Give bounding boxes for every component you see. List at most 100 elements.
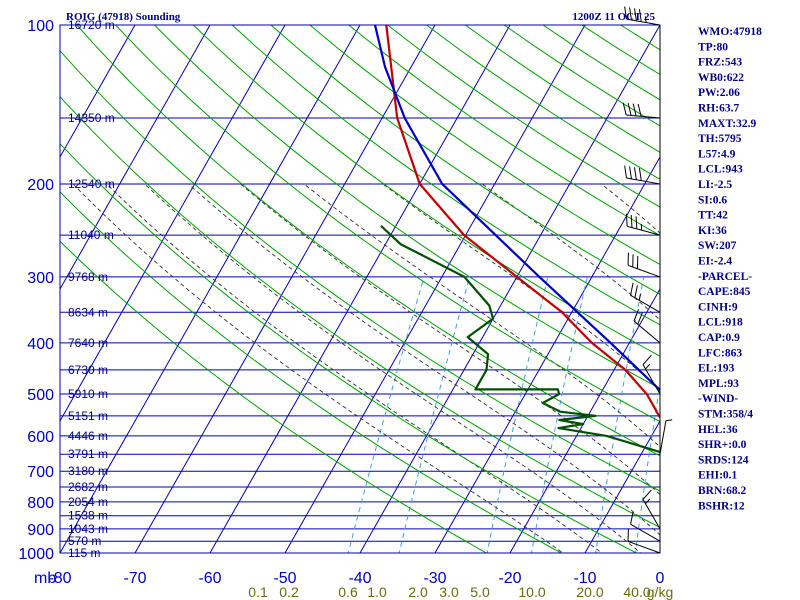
index-line: -WIND-: [698, 393, 738, 405]
isotherm--80: [60, 25, 361, 553]
wind-barb-650: [659, 419, 673, 455]
index-line: HEL:36: [698, 424, 738, 436]
height-label: 7640 m: [68, 336, 108, 350]
dry-adiabat-270: [60, 142, 638, 553]
pressure-label-200: 200: [27, 177, 54, 194]
index-line: CAPE:845: [698, 286, 751, 298]
moist-adiabat-15: [303, 183, 660, 448]
parcel-profile: [373, 25, 660, 392]
index-line: SRDS:124: [698, 454, 749, 466]
pressure-label-500: 500: [27, 387, 54, 404]
temperature-axis-labels: mb-80 -70 -60 -50 -40 -30 -20 -10 0: [34, 570, 665, 587]
index-line: -PARCEL-: [698, 271, 752, 283]
index-line: EHI:0.1: [698, 470, 738, 482]
temp-label--50: -50: [273, 570, 296, 587]
moist-adiabat--10: [72, 183, 564, 553]
mixing-ratio-3: [634, 382, 660, 553]
height-label: 9768 m: [68, 270, 108, 284]
station-title: ROIG (47918) Sounding: [66, 11, 181, 23]
pressure-label-400: 400: [27, 336, 54, 353]
isotherm--10: [584, 419, 660, 553]
height-label: 8634 m: [68, 305, 108, 319]
isotherm--110: [60, 25, 136, 159]
height-label: 2682 m: [68, 480, 108, 494]
wind-barb-1000: [627, 528, 661, 554]
mixing-ratio-label-2.0: 2.0: [408, 584, 428, 600]
mixing-ratio-label-0.6: 0.6: [338, 584, 358, 600]
dry-adiabat-330: [192, 25, 660, 357]
mixing-ratio-1: [530, 276, 588, 553]
mixing-ratio-label-10.0: 10.0: [518, 584, 545, 600]
height-label: 14350 m: [68, 111, 115, 125]
pressure-label-100: 100: [27, 18, 54, 35]
index-line: FRZ:543: [698, 57, 742, 69]
mixing-ratio-label-g/kg: g/kg: [647, 584, 673, 600]
temp-label-0: 0: [656, 570, 665, 587]
height-label: 1043 m: [68, 522, 108, 536]
dry-adiabat-250: [60, 240, 488, 553]
wind-barb-column: [622, 6, 673, 554]
wind-barb-400: [633, 309, 661, 344]
index-line: SHR+:0.0: [698, 439, 747, 451]
mixing-ratio-0.6: [486, 276, 549, 553]
height-labels: 16720 m 14350 m 12540 m 11040 m 9768 m 8634 m…: [68, 18, 115, 560]
isotherm--40: [359, 25, 660, 553]
pressure-label-800: 800: [27, 495, 54, 512]
height-label: 4446 m: [68, 429, 108, 443]
y-unit-label: mb: [34, 570, 56, 587]
dry-adiabat-310: [115, 25, 660, 423]
index-line: LI:-2.5: [698, 179, 732, 191]
temp-label--10: -10: [573, 570, 596, 587]
sounding-time: 1200Z 11 OCT 25: [572, 11, 655, 23]
index-line: MAXT:32.9: [698, 118, 756, 130]
moist-adiabat--5: [106, 183, 603, 553]
index-line: SI:0.6: [698, 194, 727, 206]
moist-adiabat-25: [481, 183, 660, 321]
pressure-label-900: 900: [27, 522, 54, 539]
mixing-ratio-label-3.0: 3.0: [439, 584, 459, 600]
moist-adiabat-0: [144, 183, 642, 553]
mixing-ratio-0.2: [398, 276, 471, 553]
index-line: BRN:68.2: [698, 485, 746, 497]
mixing-ratio-label-1.0: 1.0: [367, 584, 387, 600]
height-label: 2054 m: [68, 495, 108, 509]
index-line: TH:5795: [698, 133, 742, 145]
height-label: 5910 m: [68, 387, 108, 401]
index-line: TT:42: [698, 210, 728, 222]
temp-label--20: -20: [498, 570, 521, 587]
mixing-ratio-label-40.0: 40.0: [623, 584, 650, 600]
mixing-ratio-label-5.0: 5.0: [470, 584, 490, 600]
index-line: TP:80: [698, 41, 728, 53]
height-label: 1538 m: [68, 509, 108, 523]
wind-barb-150: [622, 102, 661, 119]
index-line: STM:358/4: [698, 409, 753, 421]
index-line: SW:207: [698, 240, 737, 252]
temp-label--70: -70: [123, 570, 146, 587]
dry-adiabat-300: [76, 25, 660, 457]
dry-adiabat-360: [309, 25, 660, 266]
height-label: 16720 m: [68, 18, 115, 32]
mixing-ratio-0.1: [347, 276, 425, 553]
isotherm--70: [134, 25, 436, 553]
wind-barb-100: [624, 6, 661, 26]
height-label: 5151 m: [68, 409, 108, 423]
mixing-ratio-label-0.1: 0.1: [248, 584, 268, 600]
mixing-ratio-2: [595, 276, 645, 553]
temp-label--60: -60: [198, 570, 221, 587]
pressure-label-700: 700: [27, 464, 54, 481]
pressure-label-300: 300: [27, 270, 54, 287]
index-line: KI:36: [698, 225, 727, 237]
wind-barb-250: [625, 213, 661, 236]
index-line: CINH:9: [698, 301, 738, 313]
isotherm--60: [209, 25, 511, 553]
wind-barb-950: [630, 511, 661, 542]
index-line: LCL:943: [698, 164, 743, 176]
height-label: 3791 m: [68, 447, 108, 461]
index-line: LFC:863: [698, 347, 742, 359]
index-line: WB0:622: [698, 72, 744, 84]
index-line: BSHR:12: [698, 500, 745, 512]
dry-adiabat-320: [154, 25, 660, 390]
stability-indices-panel: WMO:47918 TP:80 FRZ:543 WB0:622 PW:2.06 RH:63…: [698, 26, 762, 512]
index-line: EI:-2.4: [698, 256, 732, 268]
index-line: LCL:918: [698, 317, 743, 329]
